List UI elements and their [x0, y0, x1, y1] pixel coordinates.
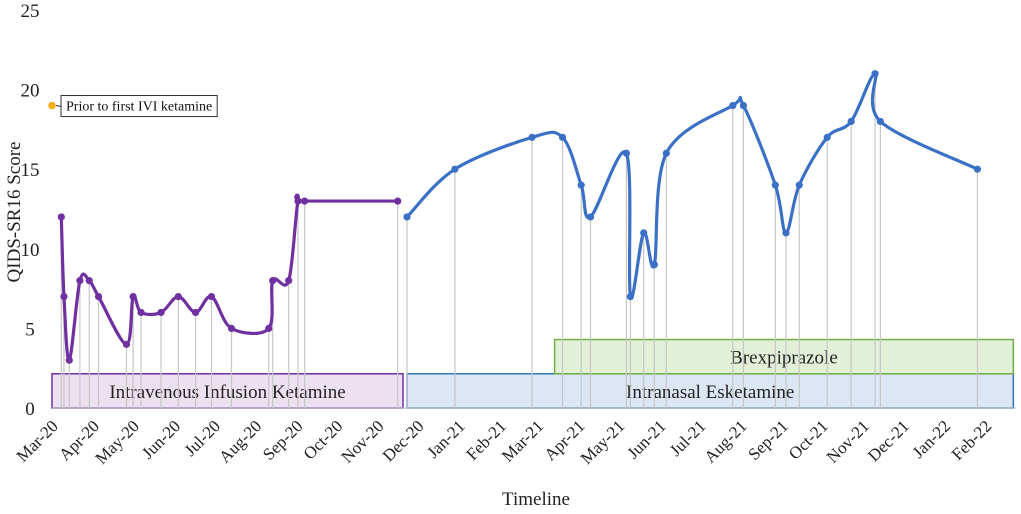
data-point [586, 213, 595, 221]
x-tick-label: Sep-20 [259, 416, 306, 463]
annotations: Prior to first IVI ketamine [55, 95, 218, 118]
data-point [847, 117, 855, 126]
data-point [269, 277, 277, 285]
treatment-band-label: Brexpiprazole [730, 348, 838, 369]
data-point [129, 292, 137, 301]
data-point [301, 197, 309, 205]
y-tick-label: 15 [21, 160, 40, 181]
data-point [622, 149, 631, 157]
treatment-band [51, 373, 404, 409]
data-point [782, 229, 790, 237]
data-point [65, 356, 73, 364]
treatment-band-label: Intravenous Infusion Ketamine [109, 382, 345, 403]
x-tick-labels: Mar-20Apr-20May-20Jun-20Jul-20Aug-20Sep-… [13, 416, 996, 467]
data-point [871, 70, 879, 78]
treatment-band [553, 338, 1015, 375]
data-point [85, 277, 93, 285]
x-tick-label: Jan-22 [909, 416, 954, 461]
data-point [739, 101, 748, 110]
treatment-bands: Intravenous Infusion Ketamine Intranasal … [51, 338, 1015, 409]
data-point [285, 277, 293, 285]
data-point [94, 292, 103, 301]
data-point [876, 117, 884, 126]
data-point [294, 197, 302, 205]
x-tick-label: Feb-22 [948, 416, 995, 463]
x-tick-label: Aug-21 [700, 416, 750, 466]
data-point [640, 229, 648, 237]
y-tick-labels: 0 5 10 15 20 25 [21, 1, 40, 420]
data-point [265, 324, 273, 332]
data-point [662, 149, 670, 157]
annotation-text: Prior to first IVI ketamine [66, 100, 212, 115]
data-points [48, 70, 982, 364]
x-tick-label: Sep-21 [744, 416, 791, 463]
x-tick-label: Dec-20 [379, 416, 428, 465]
x-tick-label: May-20 [92, 416, 143, 467]
data-point [528, 133, 536, 141]
data-point [650, 261, 658, 269]
y-tick-label: 5 [25, 319, 35, 340]
y-tick-label: 25 [21, 1, 40, 22]
x-tick-label: Nov-20 [337, 416, 387, 466]
x-axis-label: Timeline [502, 489, 570, 510]
data-point [394, 197, 402, 205]
data-point [207, 292, 216, 301]
data-point [626, 292, 635, 301]
x-tick-label: Jan-21 [423, 416, 468, 461]
data-point [973, 165, 982, 173]
x-tick-label: Mar-21 [498, 416, 547, 465]
data-point [771, 181, 779, 189]
data-point [192, 308, 200, 317]
data-point [137, 308, 145, 317]
data-point [795, 181, 803, 189]
data-point [823, 133, 831, 141]
drop-lines [60, 73, 979, 408]
data-point [57, 213, 65, 221]
data-point [451, 165, 459, 173]
data-point [558, 133, 567, 141]
y-tick-label: 0 [25, 399, 35, 420]
x-tick-label: Nov-21 [823, 416, 873, 466]
series-line [405, 72, 979, 300]
data-point [403, 213, 411, 221]
data-point [729, 101, 737, 110]
x-tick-label: Jun-21 [623, 416, 669, 462]
baseline-point [48, 101, 56, 110]
data-point [122, 340, 131, 348]
y-axis-label: QIDS-SR16 Score [4, 142, 25, 283]
y-tick-label: 20 [21, 81, 40, 102]
annotation-leader [55, 105, 62, 108]
x-tick-label: Mar-20 [13, 416, 62, 465]
x-tick-label: Aug-20 [215, 416, 265, 466]
y-tick-label: 10 [21, 240, 40, 261]
treatment-band-label: Intranasal Esketamine [626, 382, 794, 403]
data-point [227, 324, 236, 332]
data-point [76, 277, 84, 285]
x-tick-label: May-21 [577, 416, 628, 467]
x-tick-label: Dec-21 [864, 416, 913, 465]
x-tick-label: Jun-20 [138, 416, 184, 462]
series-line [59, 193, 398, 362]
data-point [157, 308, 165, 317]
data-point [174, 292, 182, 301]
data-point [577, 181, 585, 189]
data-point [60, 292, 68, 301]
